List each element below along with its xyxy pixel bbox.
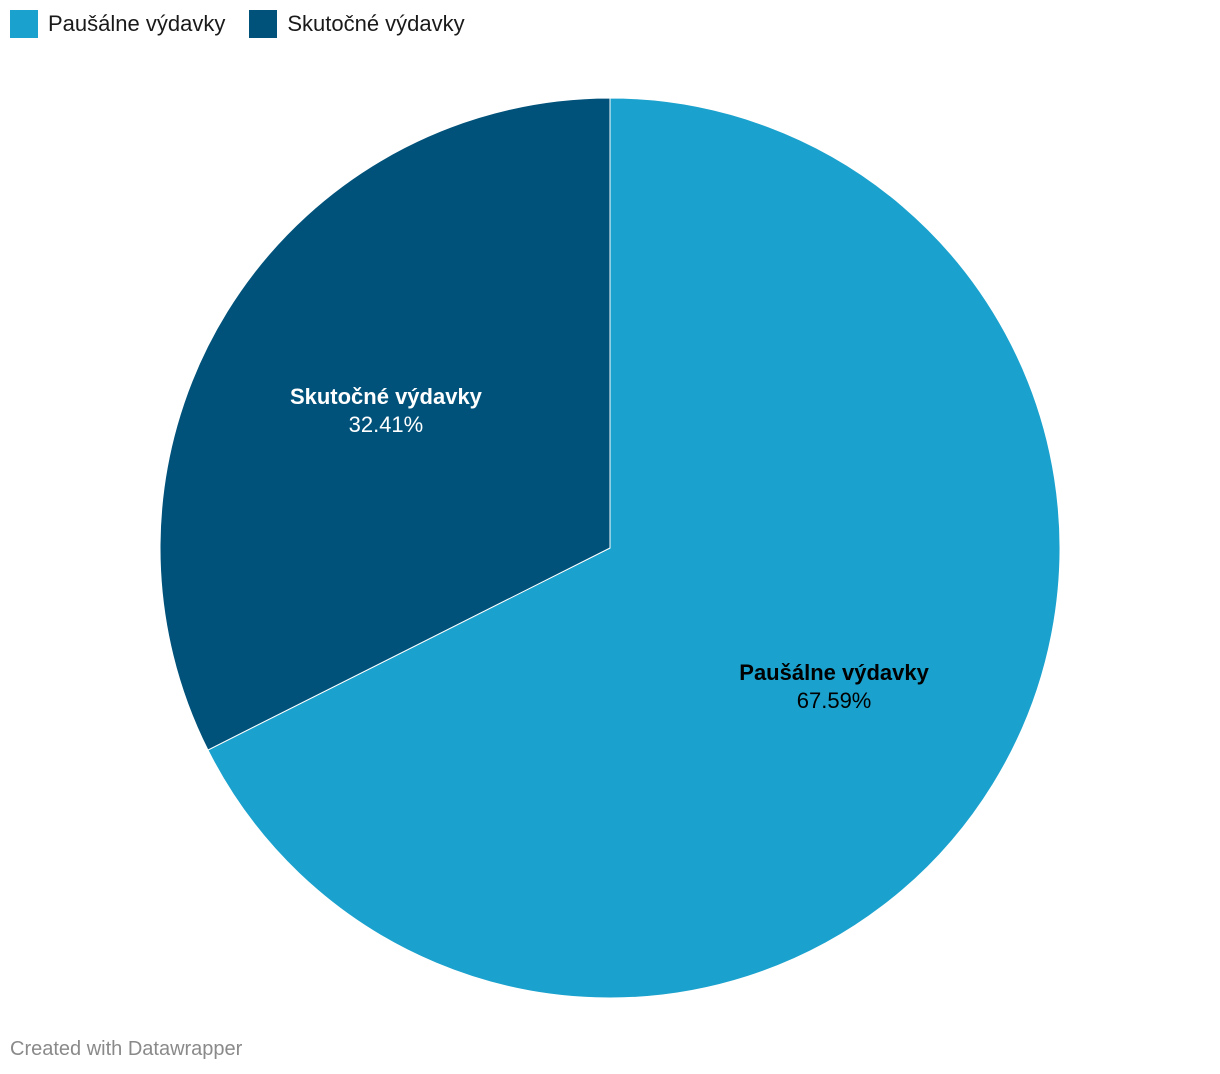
slice-label-pausalne: Paušálne výdavky bbox=[739, 660, 929, 685]
pie-labels: Paušálne výdavky 67.59% Skutočné výdavky 32… bbox=[290, 384, 930, 713]
slice-value-pausalne: 67.59% bbox=[797, 688, 872, 713]
datawrapper-credit: Created with Datawrapper bbox=[10, 1038, 243, 1060]
legend-item-pausalne: Paušálne výdavky bbox=[10, 10, 225, 38]
pie-slice-pausalne bbox=[207, 97, 1061, 999]
pie-slices bbox=[159, 97, 1061, 999]
pie-slice-skutocne bbox=[159, 97, 611, 751]
slice-value-skutocne: 32.41% bbox=[349, 412, 424, 437]
legend-item-skutocne: Skutočné výdavky bbox=[249, 10, 465, 38]
legend-label-skutocne: Skutočné výdavky bbox=[287, 11, 465, 36]
legend-swatch-pausalne bbox=[10, 10, 38, 38]
slice-label-skutocne: Skutočné výdavky bbox=[290, 384, 483, 409]
legend-swatch-skutocne bbox=[249, 10, 278, 38]
legend-label-pausalne: Paušálne výdavky bbox=[48, 11, 226, 36]
chart-legend: Paušálne výdavky Skutočné výdavky bbox=[10, 10, 465, 38]
